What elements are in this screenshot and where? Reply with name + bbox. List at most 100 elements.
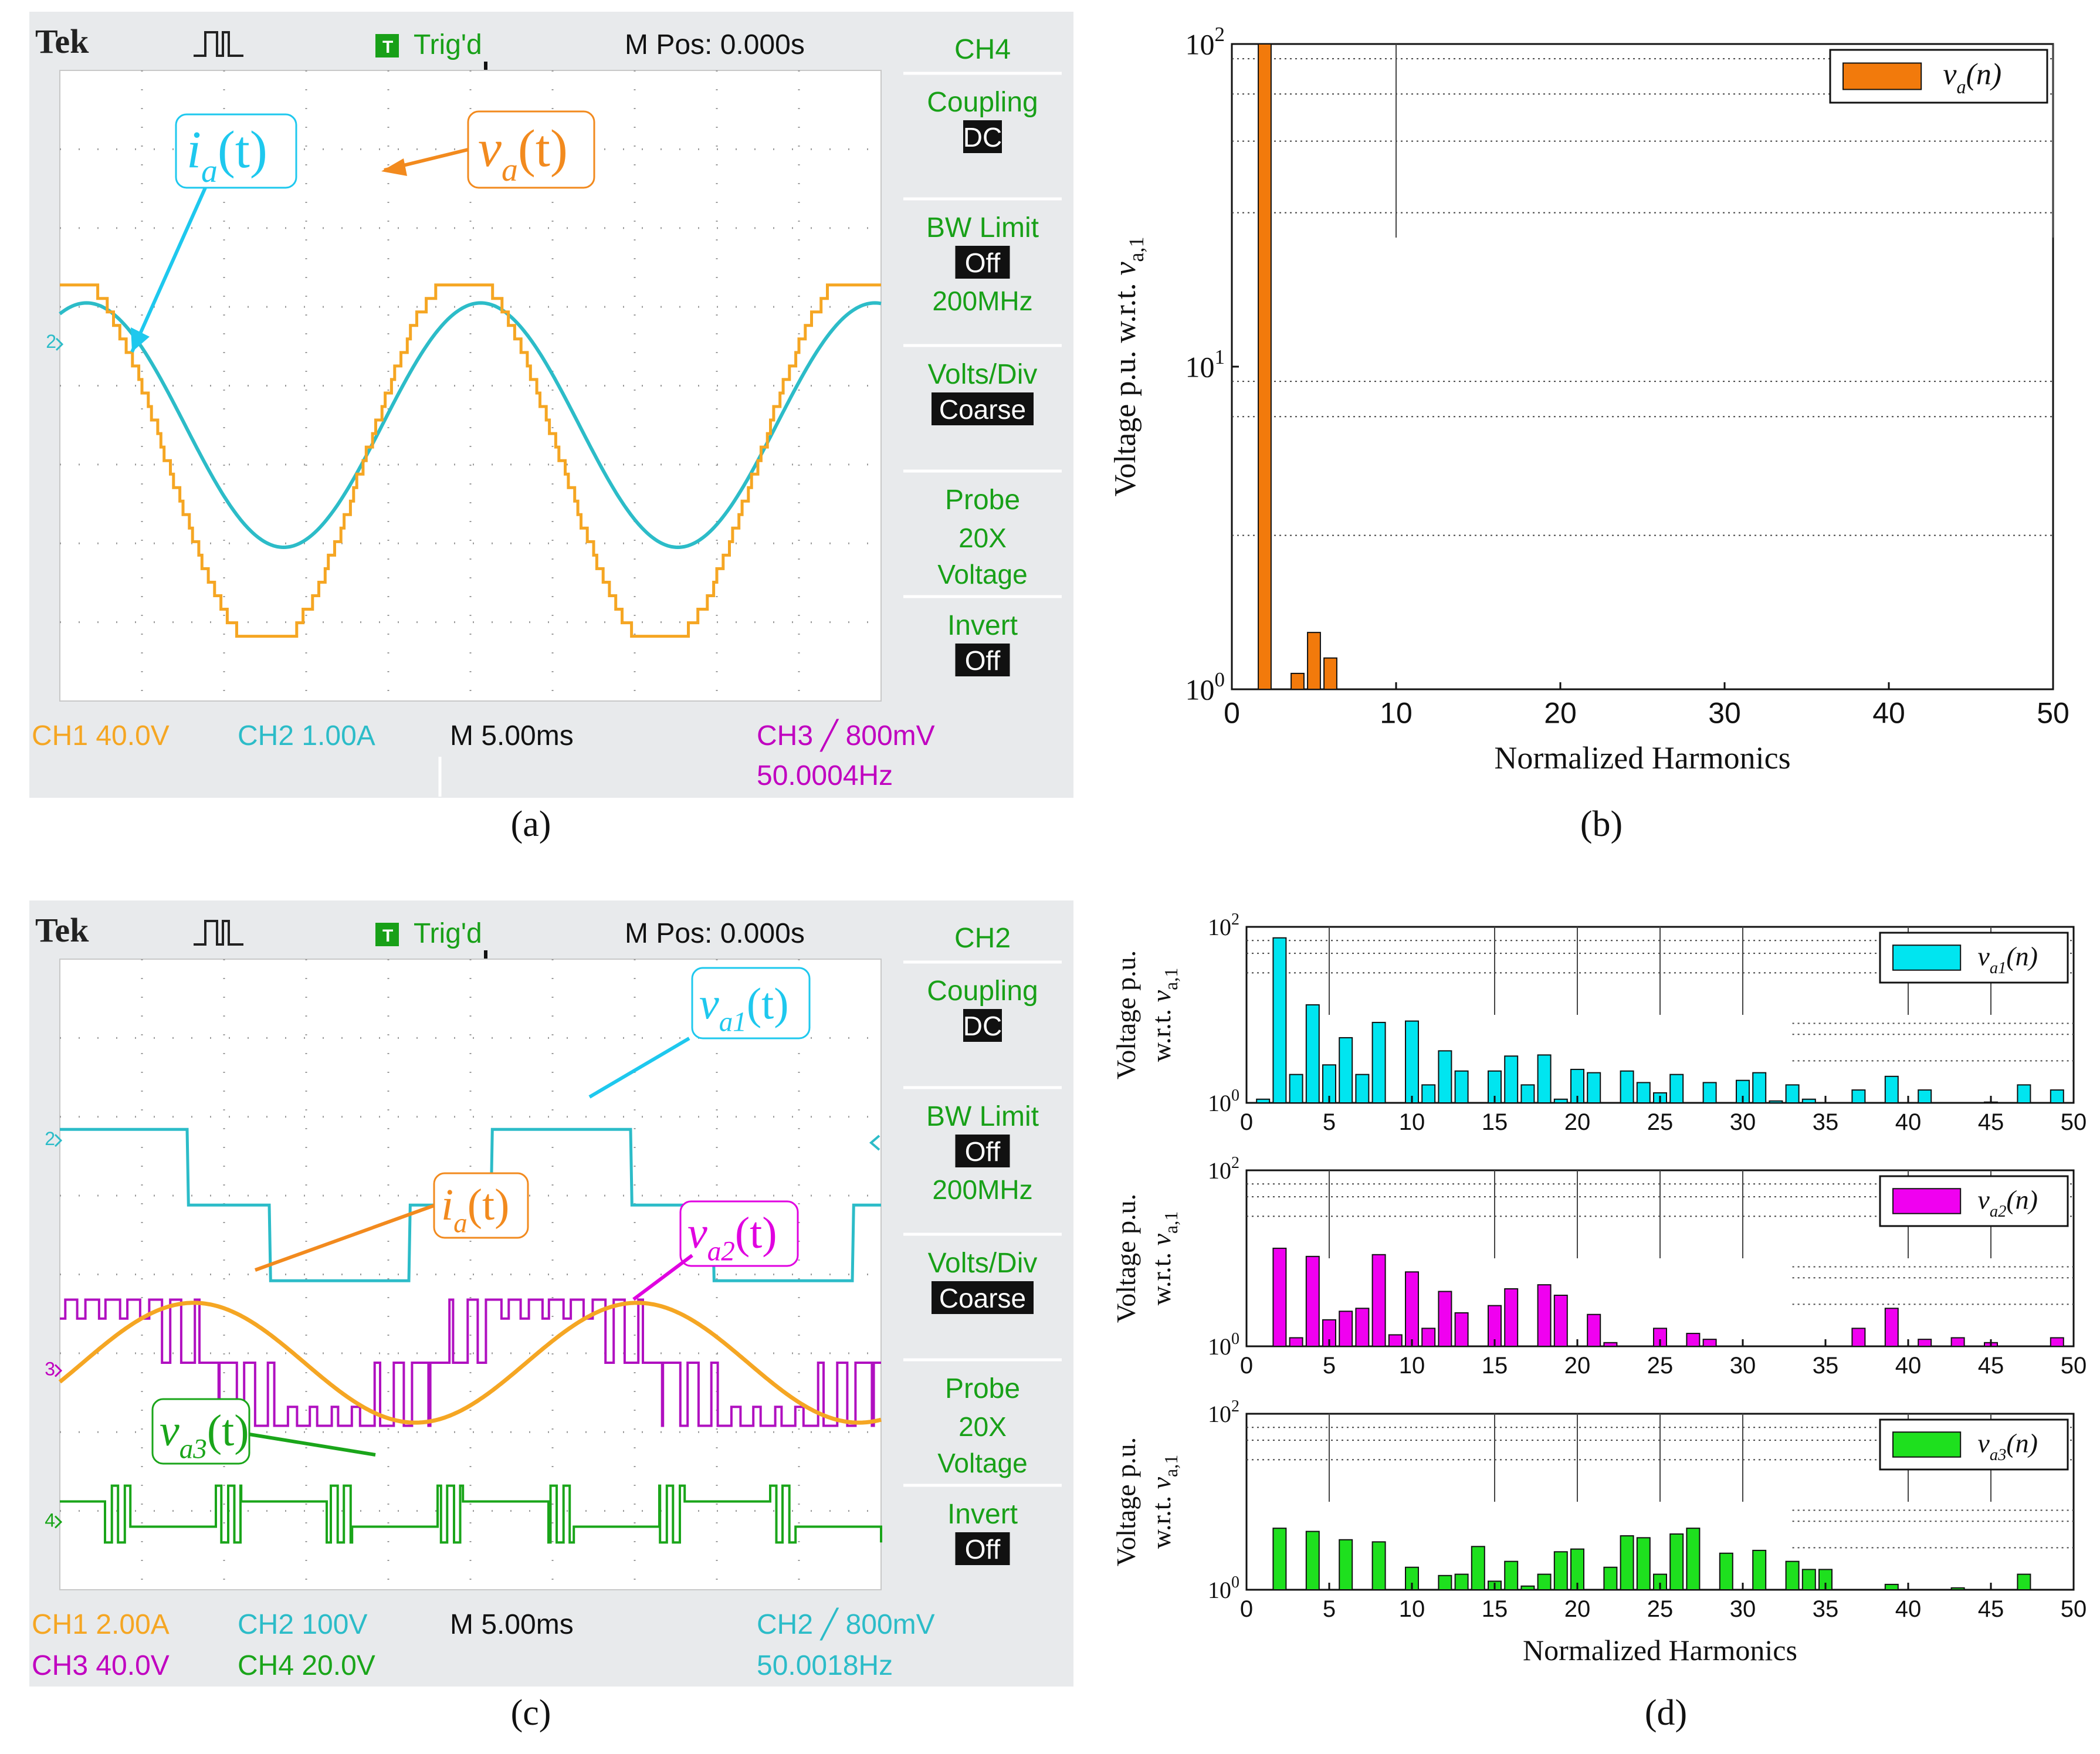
- x-tick-label: 35: [1813, 1109, 1839, 1135]
- menu-label: Probe: [945, 1373, 1020, 1404]
- scope-brand: Tek: [35, 22, 89, 60]
- y-tick-exp: 0: [1231, 1573, 1239, 1592]
- readout-frequency: 50.0004Hz: [757, 760, 893, 791]
- legend-label-main: v: [1977, 1428, 1990, 1458]
- y-tick-exp: 2: [1231, 910, 1239, 929]
- harmonic-bar: [1504, 1560, 1519, 1590]
- harmonic-bar: [1339, 1037, 1353, 1103]
- annotation-ia-arrow: [254, 1204, 435, 1272]
- harmonic-bar: [1702, 1339, 1717, 1347]
- legend-swatch: [1892, 1188, 1962, 1214]
- harmonic-bar: [1553, 1551, 1568, 1590]
- readout-ch4: CH4 20.0V: [238, 1650, 375, 1681]
- x-tick-label: 10: [1399, 1109, 1425, 1135]
- legend-label-sub: a1: [1990, 959, 2007, 977]
- y-axis-label-sub: a,1: [1160, 968, 1181, 990]
- menu-label: Invert: [947, 1499, 1018, 1530]
- x-tick-label: 40: [1895, 1596, 1922, 1622]
- annotation-label-main: i: [441, 1180, 453, 1230]
- x-tick-label: 0: [1240, 1596, 1253, 1622]
- channel-marker-arrow-icon: [54, 1515, 63, 1529]
- readout-trigger: CH2 ╱ 800mV: [757, 1607, 935, 1641]
- harmonic-bar: [1289, 1074, 1303, 1104]
- x-tick-label: 35: [1813, 1353, 1839, 1379]
- harmonic-bar: [1752, 1072, 1767, 1103]
- x-tick-label: 5: [1323, 1109, 1336, 1135]
- annotation-label: va2(t): [687, 1208, 777, 1267]
- harmonic-bar: [1339, 1539, 1353, 1591]
- harmonic-bar: [1504, 1288, 1519, 1347]
- y-tick-base: 10: [1208, 1577, 1231, 1603]
- x-tick-label: 50: [2061, 1109, 2087, 1135]
- x-tick-label: 20: [1564, 1353, 1591, 1379]
- y-axis-label-line2: w.r.t.: [1146, 1245, 1176, 1305]
- y-tick-label: 100: [1208, 1086, 1239, 1116]
- x-tick-label: 25: [1647, 1109, 1674, 1135]
- x-tick-label: 20: [1564, 1109, 1591, 1135]
- harmonic-bar: [1801, 1569, 1816, 1590]
- legend-label-sub: a2: [1990, 1203, 2007, 1221]
- y-axis-label-sub: a,1: [1160, 1211, 1181, 1234]
- ch2-marker-arrow-icon: [55, 337, 64, 351]
- harmonic-bar: [1918, 1339, 1932, 1347]
- x-tick-label: 15: [1482, 1596, 1508, 1622]
- y-axis-label-2: w.r.t. va,1: [1146, 1211, 1181, 1305]
- x-tick-label: 25: [1647, 1353, 1674, 1379]
- menu-extra: 200MHz: [932, 1174, 1032, 1205]
- readout-ch2: CH2 1.00A: [238, 720, 375, 751]
- scope-graticule: [59, 959, 882, 1590]
- readout-ch1: CH1 2.00A: [32, 1609, 170, 1640]
- harmonic-bar: [1355, 1074, 1370, 1104]
- panel-c-oscilloscope: Tek T Trig'd M Pos: 0.000s CH2 Coupling DC BW L…: [29, 900, 1073, 1733]
- annotation-label-arg: (t): [207, 1406, 249, 1455]
- y-tick-exp: 2: [1231, 1397, 1239, 1416]
- scope-brand: Tek: [35, 911, 89, 949]
- trigger-pulse-icon: [194, 920, 243, 946]
- channel-marker: 2: [45, 1128, 55, 1149]
- plot-frame: [1231, 43, 2054, 690]
- harmonic-bar: [1801, 1098, 1816, 1104]
- harmonic-bar: [1537, 1573, 1552, 1591]
- harmonic-bar: [1669, 1533, 1684, 1591]
- harmonic-bar: [1388, 1334, 1403, 1347]
- menu-value: Off: [965, 1136, 1001, 1167]
- menu-value-box: [963, 120, 1002, 153]
- x-tick-label: 5: [1323, 1596, 1336, 1622]
- annotation-label-main: v: [160, 1406, 179, 1455]
- legend-label-arg: (n): [1966, 58, 2002, 92]
- menu-extra: 200MHz: [932, 286, 1032, 316]
- x-axis-label: Normalized Harmonics: [1494, 740, 1790, 776]
- annotation-va-main: v: [478, 120, 502, 178]
- trace-ia: [58, 1301, 882, 1425]
- horizontal-position: M Pos: 0.000s: [625, 29, 805, 60]
- harmonic-bar: [1884, 1308, 1899, 1347]
- harmonic-bar: [1421, 1328, 1436, 1347]
- harmonic-bar: [1371, 1021, 1386, 1104]
- trigger-status: Trig'd: [414, 29, 482, 60]
- x-tick-label: 10: [1399, 1353, 1425, 1379]
- x-tick-label: 45: [1978, 1353, 2004, 1379]
- x-tick-label: 15: [1482, 1353, 1508, 1379]
- annotation-label-sub: a2: [707, 1236, 735, 1267]
- x-tick-label: 30: [1730, 1596, 1756, 1622]
- harmonic-bar: [1504, 1055, 1519, 1104]
- channel-marker-arrow-icon: [54, 1364, 63, 1377]
- harmonic-bar: [1307, 632, 1321, 690]
- y-tick-exp: 2: [1215, 23, 1225, 46]
- harmonic-bar: [1323, 657, 1337, 690]
- y-tick-base: 10: [1186, 28, 1215, 61]
- menu-value: Off: [965, 248, 1001, 278]
- harmonic-bar: [1752, 1549, 1767, 1590]
- annotation-label: va3(t): [160, 1406, 249, 1464]
- y-axis-label: Voltage p.u.: [1111, 1437, 1141, 1566]
- y-tick-base: 10: [1186, 673, 1215, 706]
- y-tick-label: 102: [1208, 910, 1239, 940]
- menu-label: Volts/Div: [928, 1248, 1038, 1279]
- harmonic-bar: [1371, 1541, 1386, 1591]
- legend-label: va1(n): [1977, 941, 2038, 977]
- caption-a: (a): [511, 804, 551, 844]
- menu-channel: CH4: [954, 34, 1011, 65]
- annotation-box: [679, 1200, 799, 1267]
- menu-value: DC: [963, 122, 1002, 153]
- annotation-label-sub: a3: [179, 1434, 207, 1464]
